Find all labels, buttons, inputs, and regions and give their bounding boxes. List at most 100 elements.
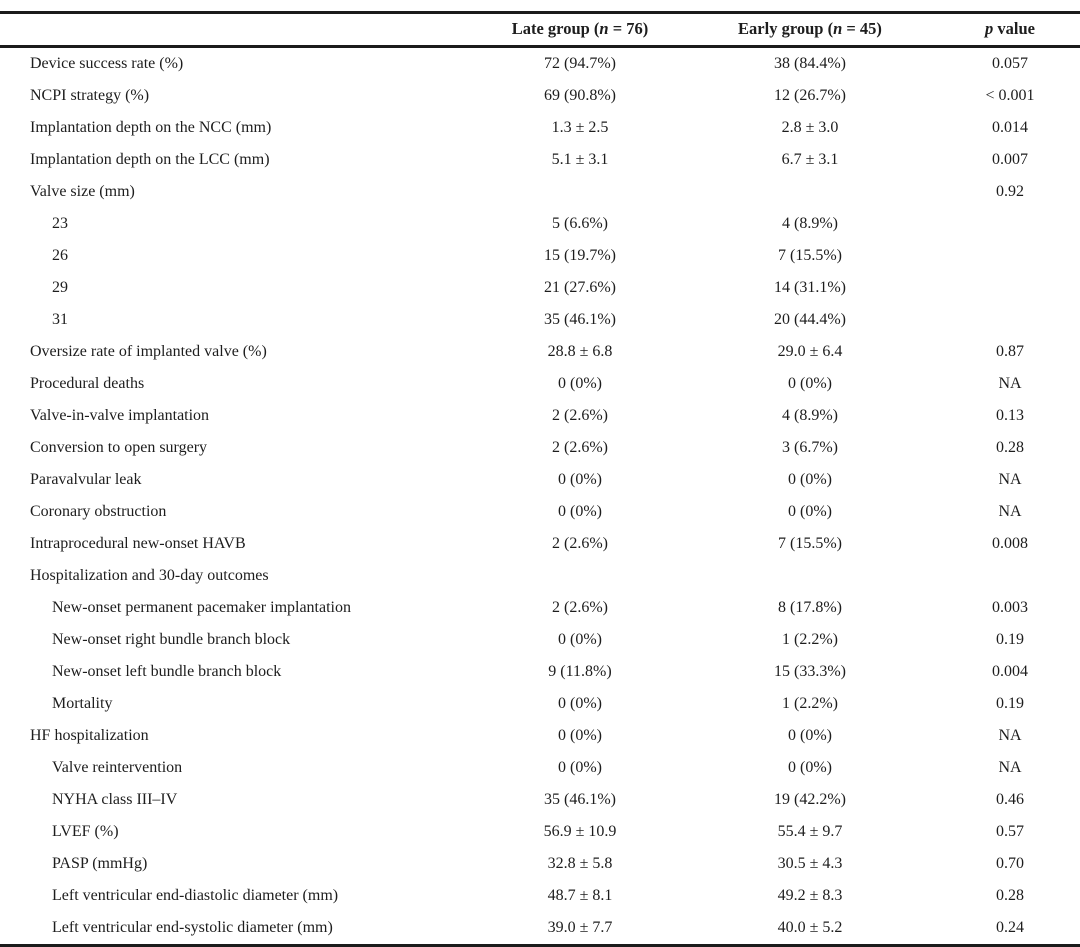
late-group-value: 39.0 ± 7.7	[547, 919, 613, 936]
header-late-n-italic: n	[599, 19, 609, 38]
row-label: Left ventricular end-systolic diameter (…	[52, 919, 333, 936]
p-value: 0.13	[996, 407, 1024, 424]
row-label: New-onset right bundle branch block	[52, 631, 291, 648]
late-group-value: 0 (0%)	[558, 727, 602, 744]
p-value	[940, 208, 1080, 240]
table-row: 31 35 (46.1%) 20 (44.4%)	[0, 304, 1080, 336]
row-label: 31	[52, 311, 68, 328]
header-late-text: Late group (	[511, 19, 600, 38]
table-row: LVEF (%) 56.9 ± 10.9 55.4 ± 9.7 0.57	[0, 816, 1080, 848]
table-row: New-onset right bundle branch block 0 (0…	[0, 624, 1080, 656]
early-group-value: 4 (8.9%)	[782, 407, 838, 424]
table-row: Oversize rate of implanted valve (%) 28.…	[0, 336, 1080, 368]
early-group-value	[680, 176, 940, 208]
row-label: Valve reintervention	[52, 759, 183, 776]
late-group-value: 21 (27.6%)	[544, 279, 616, 296]
table-row: Conversion to open surgery 2 (2.6%) 3 (6…	[0, 432, 1080, 464]
row-label: Hospitalization and 30-day outcomes	[30, 567, 269, 584]
p-value: 0.57	[996, 823, 1024, 840]
early-group-value: 8 (17.8%)	[778, 599, 842, 616]
row-label: LVEF (%)	[52, 823, 119, 840]
late-group-value	[480, 176, 680, 208]
early-group-value: 19 (42.2%)	[774, 791, 846, 808]
row-label: NCPI strategy (%)	[30, 87, 150, 104]
early-group-value: 1 (2.2%)	[782, 695, 838, 712]
table-row: New-onset permanent pacemaker implantati…	[0, 592, 1080, 624]
early-group-value: 7 (15.5%)	[778, 247, 842, 264]
early-group-value: 2.8 ± 3.0	[781, 119, 839, 136]
early-group-value: 0 (0%)	[788, 471, 832, 488]
row-label: Left ventricular end-diastolic diameter …	[52, 887, 339, 904]
table-row: Valve size (mm) 0.92	[0, 176, 1080, 208]
early-group-value: 4 (8.9%)	[782, 215, 838, 232]
table-row: 26 15 (19.7%) 7 (15.5%)	[0, 240, 1080, 272]
header-early-group: Early group (n = 45)	[680, 12, 940, 48]
early-group-value: 15 (33.3%)	[774, 663, 846, 680]
row-label: Conversion to open surgery	[30, 439, 208, 456]
row-label: New-onset left bundle branch block	[52, 663, 282, 680]
late-group-value: 1.3 ± 2.5	[551, 119, 609, 136]
table-row: Left ventricular end-diastolic diameter …	[0, 880, 1080, 912]
table-row: 23 5 (6.6%) 4 (8.9%)	[0, 208, 1080, 240]
late-group-value: 5 (6.6%)	[552, 215, 608, 232]
p-value: 0.19	[996, 631, 1024, 648]
header-late-count: = 76)	[608, 19, 649, 38]
late-group-value: 56.9 ± 10.9	[543, 823, 617, 840]
row-label: Mortality	[52, 695, 113, 712]
early-group-value: 0 (0%)	[788, 727, 832, 744]
late-group-value: 28.8 ± 6.8	[547, 343, 613, 360]
outcomes-table: Late group (n = 76) Early group (n = 45)…	[0, 11, 1080, 947]
late-group-value: 35 (46.1%)	[544, 791, 616, 808]
header-early-text: Early group (	[738, 19, 834, 38]
p-value: 0.28	[996, 439, 1024, 456]
early-group-value: 1 (2.2%)	[782, 631, 838, 648]
header-empty-label	[0, 12, 480, 48]
table-row: Mortality 0 (0%) 1 (2.2%) 0.19	[0, 688, 1080, 720]
early-group-value: 0 (0%)	[788, 375, 832, 392]
row-label: Paravalvular leak	[30, 471, 142, 488]
table-row: Procedural deaths 0 (0%) 0 (0%) NA	[0, 368, 1080, 400]
table-row: Valve-in-valve implantation 2 (2.6%) 4 (…	[0, 400, 1080, 432]
late-group-value: 72 (94.7%)	[544, 55, 616, 72]
header-early-count: = 45)	[842, 19, 882, 38]
early-group-value: 6.7 ± 3.1	[781, 151, 839, 168]
p-value: 0.24	[996, 919, 1024, 936]
row-label: New-onset permanent pacemaker implantati…	[52, 599, 351, 616]
p-value: 0.014	[992, 119, 1028, 136]
early-group-value: 40.0 ± 5.2	[777, 919, 843, 936]
table-row: New-onset left bundle branch block 9 (11…	[0, 656, 1080, 688]
early-group-value: 12 (26.7%)	[774, 87, 846, 104]
p-value: NA	[998, 759, 1022, 776]
early-group-value: 20 (44.4%)	[774, 311, 846, 328]
early-group-value	[680, 560, 940, 592]
late-group-value: 2 (2.6%)	[552, 535, 608, 552]
header-early-n-italic: n	[833, 19, 843, 38]
p-value	[940, 560, 1080, 592]
p-value: 0.008	[992, 535, 1028, 552]
late-group-value: 0 (0%)	[558, 631, 602, 648]
table-row: HF hospitalization 0 (0%) 0 (0%) NA	[0, 720, 1080, 752]
table-row: Device success rate (%) 72 (94.7%) 38 (8…	[0, 47, 1080, 81]
late-group-value: 2 (2.6%)	[552, 439, 608, 456]
p-value: NA	[998, 503, 1022, 520]
late-group-value: 32.8 ± 5.8	[547, 855, 613, 872]
table-row: Intraprocedural new-onset HAVB 2 (2.6%) …	[0, 528, 1080, 560]
early-group-value: 30.5 ± 4.3	[777, 855, 843, 872]
early-group-value: 0 (0%)	[788, 759, 832, 776]
row-label: 26	[52, 247, 68, 264]
p-value: < 0.001	[985, 87, 1035, 104]
table-header: Late group (n = 76) Early group (n = 45)…	[0, 12, 1080, 48]
late-group-value: 5.1 ± 3.1	[551, 151, 609, 168]
row-label: Valve size (mm)	[30, 183, 135, 200]
early-group-value: 0 (0%)	[788, 503, 832, 520]
late-group-value: 35 (46.1%)	[544, 311, 616, 328]
row-label: Procedural deaths	[30, 375, 145, 392]
late-group-value: 0 (0%)	[558, 471, 602, 488]
late-group-value: 69 (90.8%)	[544, 87, 616, 104]
header-p-italic: p	[985, 19, 994, 38]
table-row: Implantation depth on the LCC (mm) 5.1 ±…	[0, 144, 1080, 176]
row-label: Device success rate (%)	[30, 55, 184, 72]
early-group-value: 7 (15.5%)	[778, 535, 842, 552]
p-value: 0.46	[996, 791, 1024, 808]
